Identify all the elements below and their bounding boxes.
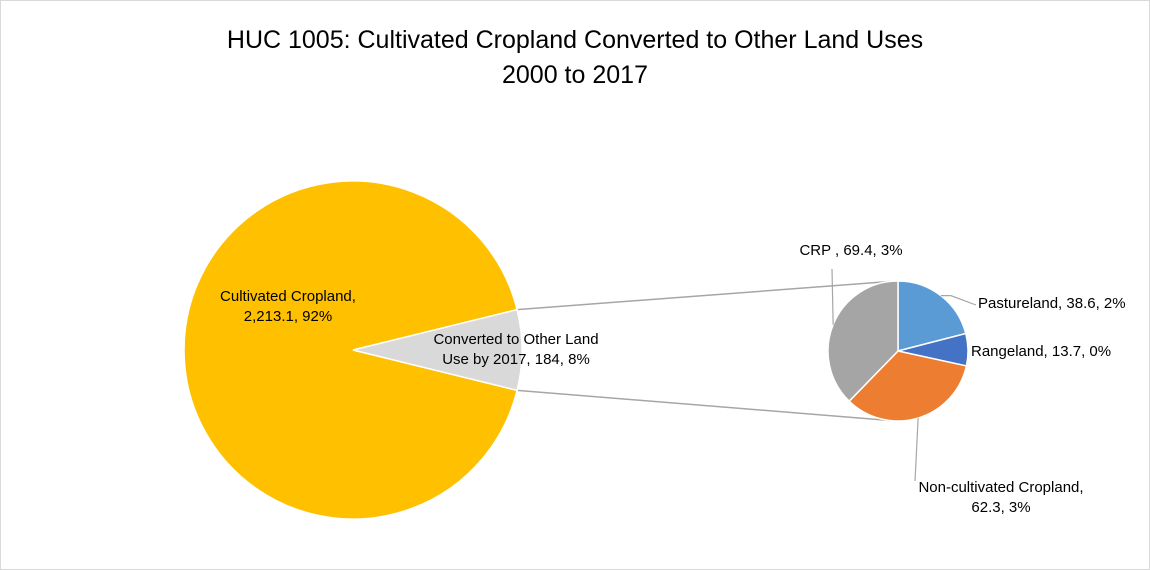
chart-title-block: HUC 1005: Cultivated Cropland Converted … <box>1 23 1149 93</box>
leader-lines <box>831 268 977 482</box>
leader-pastureland <box>940 295 977 306</box>
label-crp: CRP , 69.4, 3% <box>799 242 902 259</box>
chart-subtitle: 2000 to 2017 <box>502 61 648 89</box>
label-rangeland-line-1: Rangeland, 13.7, 0% <box>971 343 1111 360</box>
secondary-pie <box>827 280 969 422</box>
label-pastureland: Pastureland, 38.6, 2% <box>978 295 1126 312</box>
label-non-cultivated-cropland-line-1: Non-cultivated Cropland, <box>918 479 1083 496</box>
label-cultivated-cropland-line-2: 2,213.1, 92% <box>244 308 332 325</box>
label-rangeland: Rangeland, 13.7, 0% <box>971 343 1111 360</box>
label-pastureland-line-1: Pastureland, 38.6, 2% <box>978 295 1126 312</box>
leader-crp <box>831 268 834 325</box>
label-crp-line-1: CRP , 69.4, 3% <box>799 242 902 259</box>
label-non-cultivated-cropland-line-2: 62.3, 3% <box>971 499 1030 516</box>
label-cultivated-cropland: Cultivated Cropland, 2,213.1, 92% <box>220 288 356 325</box>
slice-converted-to-other-land-use-by-2017 <box>352 308 523 392</box>
label-converted-to-other-land-use-by-2017-line-1: Converted to Other Land <box>433 331 598 348</box>
primary-pie <box>183 180 523 520</box>
connector-line-bottom <box>517 389 890 422</box>
chart-title: HUC 1005: Cultivated Cropland Converted … <box>226 26 924 54</box>
data-labels: Cultivated Cropland, 2,213.1, 92% Converte… <box>220 242 1126 516</box>
label-cultivated-cropland-line-1: Cultivated Cropland, <box>220 288 356 305</box>
label-converted-to-other-land-use-by-2017: Converted to Other Land Use by 2017, 184,… <box>433 331 598 368</box>
leader-non-cultivated-cropland <box>914 418 919 482</box>
connector-lines <box>517 280 890 422</box>
connector-line-top <box>517 280 890 311</box>
slice-cultivated-cropland <box>183 180 519 520</box>
label-non-cultivated-cropland: Non-cultivated Cropland, 62.3, 3% <box>918 479 1083 516</box>
label-converted-to-other-land-use-by-2017-line-2: Use by 2017, 184, 8% <box>442 351 590 368</box>
